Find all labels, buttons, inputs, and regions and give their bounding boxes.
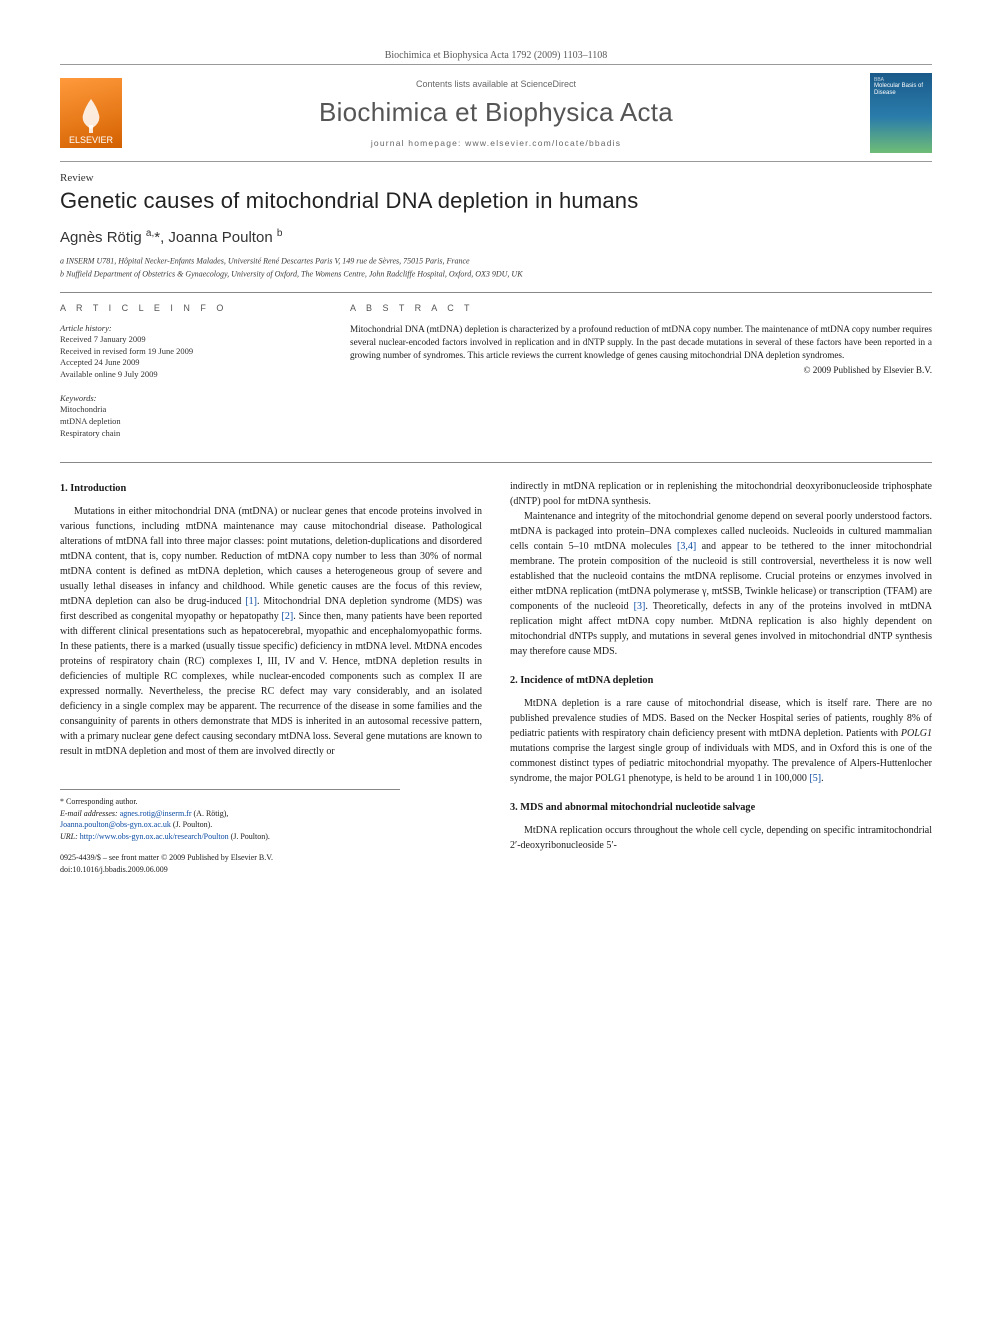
authors-line: Agnès Rötig a,*, Joanna Poulton b — [60, 228, 932, 246]
ref-link-3-4[interactable]: [3,4] — [677, 541, 696, 552]
section-3-paragraph: MtDNA replication occurs throughout the … — [510, 823, 932, 853]
elsevier-logo: ELSEVIER — [60, 78, 122, 148]
bottom-copyright: 0925-4439/$ – see front matter © 2009 Pu… — [60, 852, 400, 875]
url-line: URL: http://www.obs-gyn.ox.ac.uk/researc… — [60, 831, 400, 843]
body-columns: 1. Introduction Mutations in either mito… — [60, 479, 932, 876]
email-link-2[interactable]: Joanna.poulton@obs-gyn.ox.ac.uk — [60, 820, 171, 829]
section-1-paragraph: Mutations in either mitochondrial DNA (m… — [60, 504, 482, 759]
article-history-label: Article history: — [60, 323, 310, 333]
abstract-text: Mitochondrial DNA (mtDNA) depletion is c… — [350, 323, 932, 363]
article-history-text: Received 7 January 2009 Received in revi… — [60, 334, 310, 382]
article-title: Genetic causes of mitochondrial DNA depl… — [60, 188, 932, 214]
rule-divider — [60, 462, 932, 463]
article-type: Review — [60, 172, 932, 184]
rule-divider — [60, 292, 932, 293]
journal-header: ELSEVIER Contents lists available at Sci… — [60, 64, 932, 162]
ref-link-3[interactable]: [3] — [634, 601, 646, 612]
section-1-heading: 1. Introduction — [60, 483, 482, 494]
header-center: Contents lists available at ScienceDirec… — [122, 79, 870, 148]
column-left: 1. Introduction Mutations in either mito… — [60, 479, 482, 876]
journal-homepage-line: journal homepage: www.elsevier.com/locat… — [122, 138, 870, 148]
elsevier-tree-icon — [75, 95, 107, 135]
keywords-text: Mitochondria mtDNA depletion Respiratory… — [60, 404, 310, 440]
column-right: indirectly in mtDNA replication or in re… — [510, 479, 932, 876]
email-addresses: E-mail addresses: agnes.rotig@inserm.fr … — [60, 808, 400, 820]
journal-citation-line: Biochimica et Biophysica Acta 1792 (2009… — [60, 50, 932, 61]
journal-title: Biochimica et Biophysica Acta — [122, 97, 870, 128]
author-url-link[interactable]: http://www.obs-gyn.ox.ac.uk/research/Pou… — [80, 832, 229, 841]
section-1-continuation: indirectly in mtDNA replication or in re… — [510, 479, 932, 509]
section-1-paragraph-2: Maintenance and integrity of the mitocho… — [510, 509, 932, 659]
abstract-heading: A B S T R A C T — [350, 303, 932, 313]
contents-available-line: Contents lists available at ScienceDirec… — [122, 79, 870, 89]
email-2-line: Joanna.poulton@obs-gyn.ox.ac.uk (J. Poul… — [60, 819, 400, 831]
keywords-label: Keywords: — [60, 393, 310, 403]
section-2-heading: 2. Incidence of mtDNA depletion — [510, 675, 932, 686]
affiliation-a: a INSERM U781, Hôpital Necker-Enfants Ma… — [60, 254, 932, 267]
section-2-paragraph: MtDNA depletion is a rare cause of mitoc… — [510, 696, 932, 786]
doi-line: doi:10.1016/j.bbadis.2009.06.009 — [60, 864, 400, 876]
footnotes-block: * Corresponding author. E-mail addresses… — [60, 789, 400, 876]
ref-link-2[interactable]: [2] — [282, 611, 294, 622]
article-info-abstract-row: A R T I C L E I N F O Article history: R… — [60, 303, 932, 452]
ref-link-5[interactable]: [5] — [809, 773, 821, 784]
section-3-heading: 3. MDS and abnormal mitochondrial nucleo… — [510, 802, 932, 813]
article-info-heading: A R T I C L E I N F O — [60, 303, 310, 313]
journal-cover-thumbnail: BBA Molecular Basis of Disease — [870, 73, 932, 153]
article-info-block: A R T I C L E I N F O Article history: R… — [60, 303, 310, 452]
ref-link-1[interactable]: [1] — [245, 596, 257, 607]
abstract-block: A B S T R A C T Mitochondrial DNA (mtDNA… — [350, 303, 932, 452]
email-link-1[interactable]: agnes.rotig@inserm.fr — [120, 809, 192, 818]
abstract-copyright: © 2009 Published by Elsevier B.V. — [350, 365, 932, 375]
affiliation-b: b Nuffield Department of Obstetrics & Gy… — [60, 267, 932, 280]
corresponding-author-note: * Corresponding author. — [60, 796, 400, 808]
